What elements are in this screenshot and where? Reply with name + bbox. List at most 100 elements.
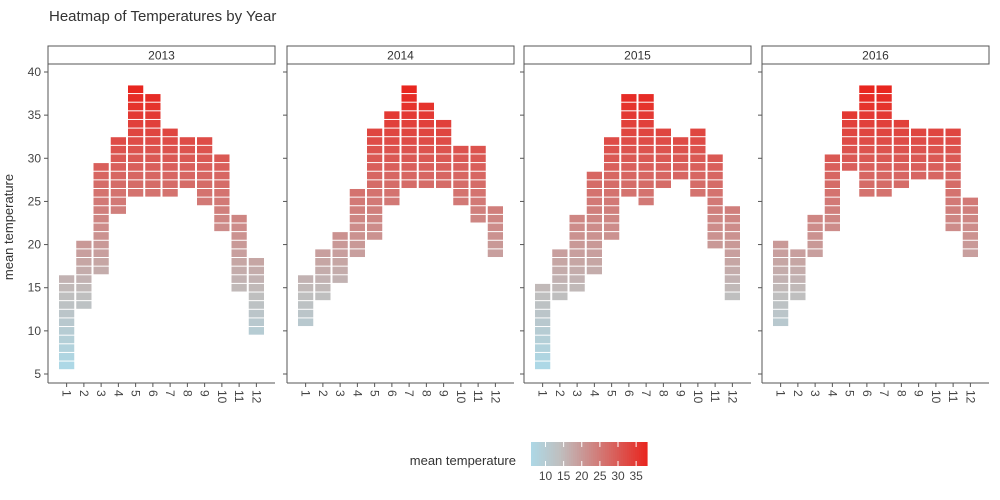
heat-tile	[145, 163, 161, 171]
heat-tile	[418, 180, 434, 188]
heat-tile	[401, 128, 417, 137]
heat-tile	[893, 137, 909, 145]
heat-tile	[384, 180, 400, 188]
heat-tile	[773, 301, 789, 309]
heat-tile	[876, 137, 892, 145]
legend-color-step	[611, 442, 614, 466]
heat-tile	[298, 301, 314, 309]
heat-tile	[128, 145, 144, 154]
heat-tile	[436, 163, 452, 171]
heat-tile	[552, 249, 568, 258]
heat-tile	[842, 137, 858, 145]
heat-tile	[724, 258, 740, 266]
legend-color-step	[543, 442, 546, 466]
heat-tile	[197, 197, 213, 206]
legend-color-step	[593, 442, 596, 466]
x-tick-label: 1	[774, 390, 788, 397]
heat-tile	[110, 137, 126, 145]
heat-tile	[807, 214, 823, 223]
heat-tile	[470, 154, 486, 163]
heat-tile	[59, 275, 75, 283]
heat-tile	[773, 249, 789, 258]
heat-tile	[487, 232, 503, 240]
heat-tile	[453, 188, 469, 197]
heat-tile	[962, 249, 978, 258]
heat-tile	[911, 145, 927, 154]
heat-tile	[401, 137, 417, 145]
heat-tile	[707, 180, 723, 188]
heat-tile	[470, 197, 486, 206]
heat-tile	[197, 145, 213, 154]
heat-tile	[621, 111, 637, 119]
heat-tile	[604, 206, 620, 214]
heat-tile	[401, 163, 417, 171]
legend-color-step	[565, 442, 568, 466]
y-tick-label: 20	[28, 238, 42, 252]
heat-tile	[76, 301, 92, 309]
x-tick-label: 5	[605, 390, 619, 397]
legend-color-step	[629, 442, 632, 466]
heat-tile	[569, 240, 585, 249]
heat-tile	[453, 163, 469, 171]
heat-tile	[384, 163, 400, 171]
heat-tile	[604, 223, 620, 232]
heat-tile	[128, 188, 144, 197]
heat-tile	[586, 223, 602, 232]
legend-title: mean temperature	[410, 453, 516, 468]
heat-tile	[453, 154, 469, 163]
heat-tile	[162, 128, 178, 137]
heat-tile	[724, 214, 740, 223]
legend-tick-label: 35	[629, 469, 643, 483]
legend-color-step	[609, 442, 612, 466]
heat-tile	[535, 344, 551, 352]
x-tick-label: 7	[163, 390, 177, 397]
facet-strip	[286, 45, 515, 65]
heat-tile	[162, 137, 178, 145]
legend-color-step	[625, 442, 628, 466]
heat-tile	[621, 145, 637, 154]
heat-tile	[569, 232, 585, 240]
heat-tile	[470, 145, 486, 154]
y-tick-label: 5	[34, 367, 41, 381]
heat-tile	[586, 197, 602, 206]
heat-tile	[945, 154, 961, 163]
heat-tile	[893, 119, 909, 128]
heat-tile	[214, 180, 230, 188]
x-tick-label: 4	[825, 390, 839, 397]
heat-tile	[586, 266, 602, 275]
legend-color-step	[605, 442, 608, 466]
legend-color-step	[553, 442, 556, 466]
heat-tile	[586, 180, 602, 188]
heat-tile	[298, 275, 314, 283]
heat-tile	[76, 275, 92, 283]
heat-tile	[707, 206, 723, 214]
x-tick-label: 6	[622, 390, 636, 397]
heat-tile	[604, 214, 620, 223]
heat-tile	[470, 171, 486, 180]
legend-color-step	[597, 442, 600, 466]
legend-color-step	[533, 442, 536, 466]
x-tick-label: 1	[299, 390, 313, 397]
legend-color-step	[615, 442, 618, 466]
heat-tile	[384, 171, 400, 180]
heat-tile	[586, 249, 602, 258]
heat-tile	[59, 352, 75, 361]
x-tick-label: 6	[146, 390, 160, 397]
heat-tile	[349, 240, 365, 249]
heat-tile	[535, 301, 551, 309]
chart-title: Heatmap of Temperatures by Year	[49, 8, 276, 25]
heat-tile	[707, 163, 723, 171]
x-tick-label: 2	[553, 390, 567, 397]
heat-tile	[621, 94, 637, 102]
legend-tick-label: 30	[611, 469, 625, 483]
heat-tile	[179, 171, 195, 180]
heat-tile	[535, 318, 551, 327]
heat-tile	[824, 171, 840, 180]
heat-tile	[690, 171, 706, 180]
heat-tile	[621, 163, 637, 171]
heat-tile	[110, 145, 126, 154]
heat-tile	[773, 240, 789, 249]
x-tick-label: 4	[111, 390, 125, 397]
